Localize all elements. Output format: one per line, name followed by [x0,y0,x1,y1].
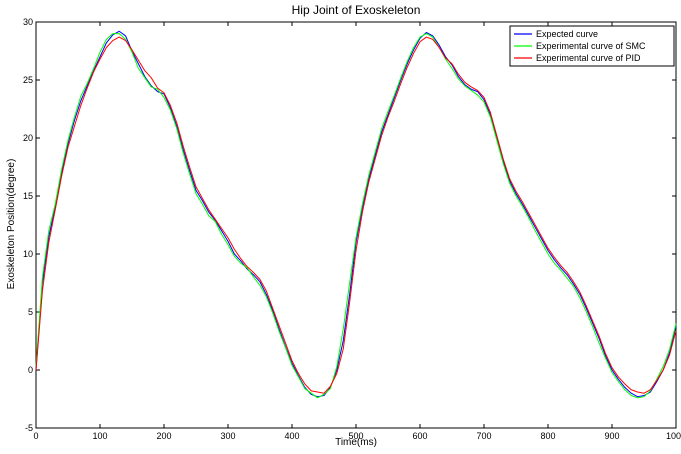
x-tick-label: 100 [92,431,107,441]
x-tick-label: 1000 [666,431,681,441]
x-tick-label: 400 [284,431,299,441]
x-tick-label: 700 [476,431,491,441]
y-tick-label: 5 [28,307,33,317]
y-tick-label: 20 [23,133,33,143]
legend: Expected curve Experimental curve of SMC E… [509,25,675,67]
x-tick-label: 600 [412,431,427,441]
series-line-1 [35,33,677,399]
chart-title: Hip Joint of Exoskeleton [292,3,421,17]
y-tick-label: 10 [23,249,33,259]
x-tick-label: 900 [604,431,619,441]
legend-box [509,25,675,67]
y-axis-label: Exoskeleton Position(degree) [6,159,17,290]
y-tick-label: -5 [25,423,33,433]
plot-area: 01002003004005006007008009001000-5051015… [23,17,681,441]
legend-label-0: Expected curve [536,29,598,39]
series-line-0 [35,30,677,398]
series-line-2 [35,36,677,394]
x-tick-label: 200 [156,431,171,441]
x-tick-label: 300 [220,431,235,441]
x-axis-label: Time(ms) [335,437,377,448]
y-tick-label: 0 [28,365,33,375]
y-tick-label: 15 [23,191,33,201]
x-tick-label: 800 [540,431,555,441]
y-tick-label: 30 [23,17,33,27]
legend-label-2: Experimental curve of PID [536,53,641,63]
y-tick-label: 25 [23,75,33,85]
x-tick-label: 0 [33,431,38,441]
legend-label-1: Experimental curve of SMC [536,41,646,51]
x-tick-label: 500 [348,431,363,441]
